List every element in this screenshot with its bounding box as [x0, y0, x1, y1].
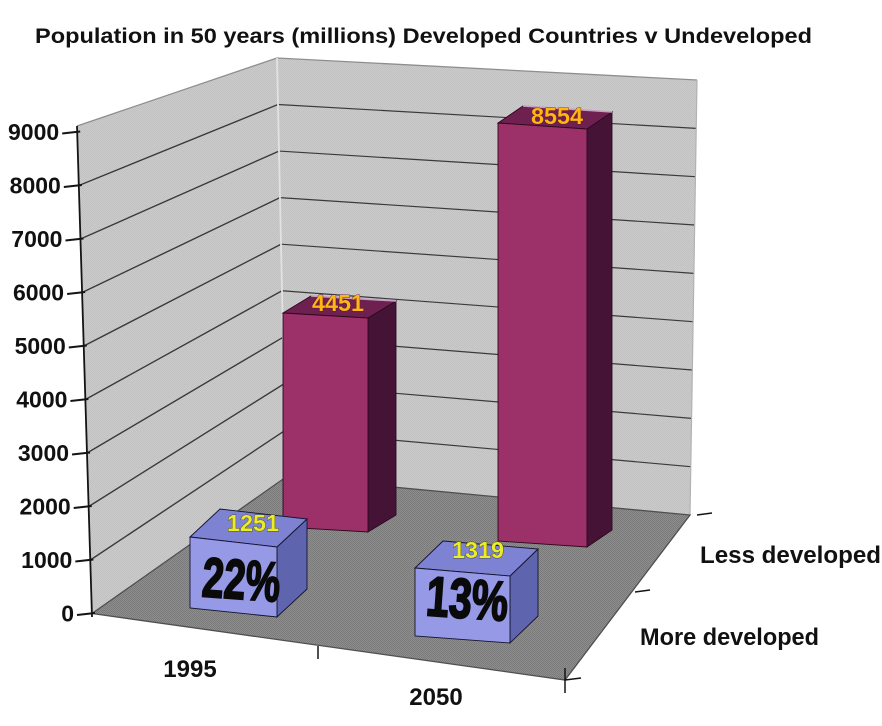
value-axis-tick — [70, 398, 89, 402]
gridline-left-wall — [85, 290, 283, 401]
value-axis-line — [76, 125, 93, 618]
value-axis-tick — [73, 505, 92, 509]
value-axis-tick-label: 3000 — [18, 440, 69, 466]
bar-2050-less-developed-top-edge-highlight — [522, 105, 613, 113]
bar-1995-more-developed-percent-label: 22% — [200, 545, 282, 613]
bar-2050-more-developed-value-label: 1319 — [452, 537, 504, 563]
bar-1995-less-developed-side-face — [367, 300, 397, 533]
bar-2050-less-developed-side-face — [586, 111, 613, 548]
left-wall-top-edge — [76, 57, 278, 127]
gridlines — [78, 103, 697, 561]
gridline-right-wall — [277, 103, 697, 129]
gridline-right-wall — [278, 150, 696, 178]
gridline-left-wall — [81, 197, 281, 294]
bar-2050-less-developed-value-label: 8554 — [531, 103, 583, 129]
bar-2050-more-developed — [413, 540, 540, 645]
value-axis-tick — [75, 558, 94, 563]
gridline-right-wall — [281, 290, 694, 323]
value-axis-tick-label: 4000 — [16, 387, 67, 413]
bar-1995-less-developed — [281, 295, 398, 533]
value-axis-tick — [63, 184, 82, 188]
right-wall-top-edge — [276, 57, 698, 81]
value-axis-tick-label: 8000 — [10, 173, 61, 199]
bar-1995-more-developed-front-face — [189, 536, 278, 618]
gridline-right-wall — [280, 243, 694, 274]
gridline-left-wall — [80, 150, 280, 240]
category-axis-ticks — [317, 646, 566, 693]
category-label-1995: 1995 — [163, 656, 216, 683]
gridline-left-wall — [88, 383, 285, 508]
value-axis-tick-label: 5000 — [15, 333, 66, 359]
value-axis-tick — [67, 291, 86, 295]
value-axis-tick-label: 0 — [61, 601, 74, 627]
value-axis-tick-label: 2000 — [20, 494, 71, 520]
gridline-left-wall — [86, 336, 284, 454]
series-label-less-developed: Less developed — [700, 542, 881, 569]
gridline-left-wall — [78, 103, 279, 187]
bar-2050-less-developed — [496, 105, 614, 548]
value-axis-tick — [68, 344, 87, 349]
series-axis-tick — [634, 589, 651, 593]
bars — [188, 105, 614, 645]
value-axis-tick-label: 1000 — [21, 547, 72, 573]
gridline-right-wall — [279, 197, 695, 226]
bar-1995-less-developed-top-edge-highlight — [310, 295, 397, 302]
value-axis-ticks-labels: 0 1000 2000 3000 4000 5000 6000 7000 8000 9000 — [8, 119, 96, 627]
value-axis-tick — [76, 612, 96, 616]
bar-1995-less-developed-front-face — [282, 312, 369, 533]
value-axis-tick-label: 7000 — [11, 226, 62, 252]
left-wall — [77, 58, 286, 614]
series-label-more-developed: More developed — [640, 624, 819, 651]
bar-2050-more-developed-percent-label: 13% — [424, 564, 510, 633]
series-axis-tick — [564, 677, 582, 681]
value-axis-tick — [62, 130, 81, 135]
right-wall-right-edge — [689, 79, 698, 516]
value-axis-tick-label: 6000 — [13, 280, 64, 306]
series-axis-tick — [696, 512, 713, 516]
bar-2050-more-developed-front-face — [414, 567, 511, 644]
bar-1995-more-developed — [188, 508, 309, 619]
chart-title: Population in 50 years (millions) Develo… — [35, 24, 812, 48]
bar-2050-less-developed-front-face — [497, 122, 588, 548]
value-axis-tick-label: 9000 — [8, 119, 59, 145]
gridline-left-wall — [89, 429, 286, 561]
value-axis-tick — [65, 237, 84, 242]
series-axis-ticks — [564, 512, 713, 681]
bar-1995-more-developed-value-label: 1251 — [227, 510, 279, 536]
value-axis-tick — [71, 451, 91, 456]
category-label-2050: 2050 — [409, 684, 462, 711]
gridline-left-wall — [83, 243, 282, 347]
bar-1995-less-developed-value-label: 4451 — [312, 290, 364, 316]
